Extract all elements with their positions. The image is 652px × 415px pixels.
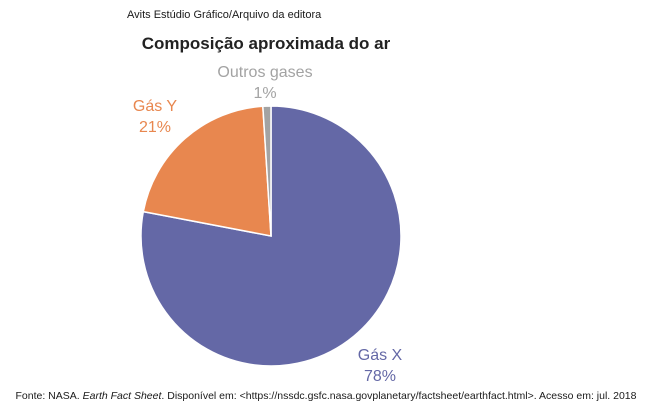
source-prefix: Fonte: NASA.	[15, 390, 80, 402]
slice-value-gas-y: 21%	[138, 119, 172, 136]
source-suffix: . Disponível em: <https://nssdc.gsfc.nas…	[161, 390, 637, 402]
slice-label-outros-gases: Outros gases 1%	[210, 62, 320, 104]
slice-value-outros-gases: 1%	[253, 85, 277, 102]
chart-title: Composição aproximada do ar	[141, 34, 391, 53]
source-citation: Fonte: NASA. Earth Fact Sheet. Disponíve…	[0, 390, 652, 402]
pie-slices	[140, 105, 402, 367]
pie-slice-g-s-y	[142, 105, 272, 237]
slice-label-gas-x: Gás X 78%	[345, 345, 415, 387]
pie-slice-outros-gases	[262, 105, 272, 237]
image-credit: Avits Estúdio Gráfico/Arquivo da editora	[127, 9, 322, 21]
slice-name-outros-gases: Outros gases	[217, 64, 313, 81]
source-title: Earth Fact Sheet	[82, 390, 162, 402]
slice-name-gas-y: Gás Y	[132, 98, 178, 115]
slice-value-gas-x: 78%	[363, 368, 397, 385]
slice-label-gas-y: Gás Y 21%	[120, 96, 190, 138]
slice-name-gas-x: Gás X	[357, 347, 403, 364]
